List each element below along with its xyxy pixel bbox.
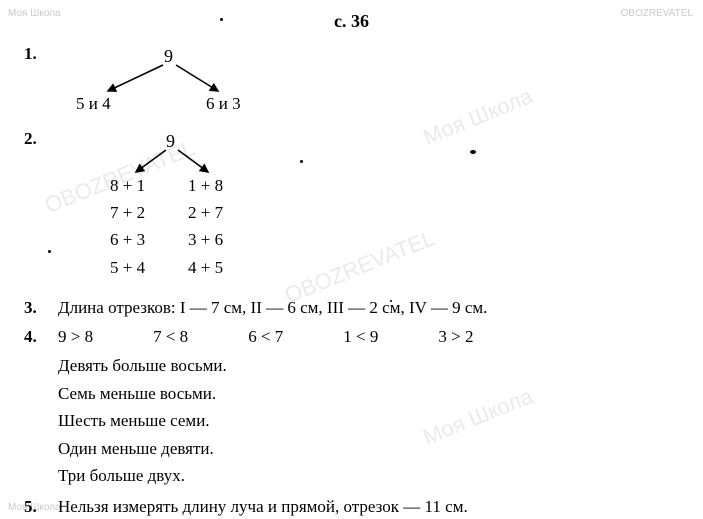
sum-item: 2 + 7	[188, 199, 223, 226]
problem-2: 2. 9 8 + 1 7 + 2 6 + 3 5 + 4 1 + 8	[24, 126, 679, 292]
watermark-corner-bl: Моя Школа	[8, 500, 61, 515]
comparison-text: Один меньше девяти.	[58, 436, 679, 462]
comparison-item: 6 < 7	[248, 324, 283, 350]
problem-number: 2.	[24, 126, 58, 152]
noise-speck	[470, 150, 476, 154]
sum-item: 4 + 5	[188, 254, 223, 281]
watermark-corner-tl: Моя Школа	[8, 6, 61, 21]
comparison-text-list: Девять больше восьми. Семь меньше восьми…	[58, 353, 679, 489]
tree-root: 9	[166, 128, 175, 155]
problem-number: 1.	[24, 41, 58, 67]
problem-5: 5. Нельзя измерять длину луча и прямой, …	[24, 494, 679, 519]
comparison-text: Три больше двух.	[58, 463, 679, 489]
number-tree: 9 8 + 1 7 + 2 6 + 3 5 + 4 1 + 8 2 + 7 3 …	[58, 128, 679, 288]
tree-leaf-right: 6 и 3	[206, 91, 241, 117]
comparison-text: Семь меньше восьми.	[58, 381, 679, 407]
comparison-text: Шесть меньше семи.	[58, 408, 679, 434]
problem-number: 3.	[24, 295, 58, 321]
watermark-corner-tr: OBOZREVATEL	[621, 6, 693, 21]
sum-item: 5 + 4	[110, 254, 145, 281]
tree-arrows	[58, 128, 298, 188]
comparison-text: Девять больше восьми.	[58, 353, 679, 379]
noise-speck	[220, 18, 223, 21]
sum-item: 3 + 6	[188, 226, 223, 253]
page-header: с. 36	[24, 8, 679, 35]
noise-speck	[48, 250, 51, 253]
comparison-item: 7 < 8	[153, 324, 188, 350]
problem-number: 4.	[24, 324, 58, 350]
sum-item: 1 + 8	[188, 172, 223, 199]
noise-speck	[300, 160, 303, 163]
comparison-item: 1 < 9	[343, 324, 378, 350]
noise-speck	[390, 300, 392, 302]
tree-leaf-left: 5 и 4	[76, 91, 111, 117]
sum-item: 7 + 2	[110, 199, 145, 226]
sum-item: 6 + 3	[110, 226, 145, 253]
comparison-item: 3 > 2	[438, 324, 473, 350]
tree-root: 9	[164, 43, 173, 70]
problem-3: 3. Длина отрезков: I — 7 см, II — 6 см, …	[24, 295, 679, 321]
problem-4: 4. 9 > 8 7 < 8 6 < 7 1 < 9 3 > 2 Девять …	[24, 324, 679, 491]
problem-text: Длина отрезков: I — 7 см, II — 6 см, III…	[58, 295, 679, 321]
problem-text: Нельзя измерять длину луча и прямой, отр…	[58, 494, 679, 519]
number-tree: 9 5 и 4 6 и 3	[58, 43, 679, 123]
tree-col-left: 8 + 1 7 + 2 6 + 3 5 + 4	[110, 172, 145, 281]
tree-col-right: 1 + 8 2 + 7 3 + 6 4 + 5	[188, 172, 223, 281]
comparison-item: 9 > 8	[58, 324, 93, 350]
comparison-row: 9 > 8 7 < 8 6 < 7 1 < 9 3 > 2	[58, 324, 679, 350]
problem-1: 1. 9 5 и 4 6 и 3	[24, 41, 679, 123]
sum-item: 8 + 1	[110, 172, 145, 199]
